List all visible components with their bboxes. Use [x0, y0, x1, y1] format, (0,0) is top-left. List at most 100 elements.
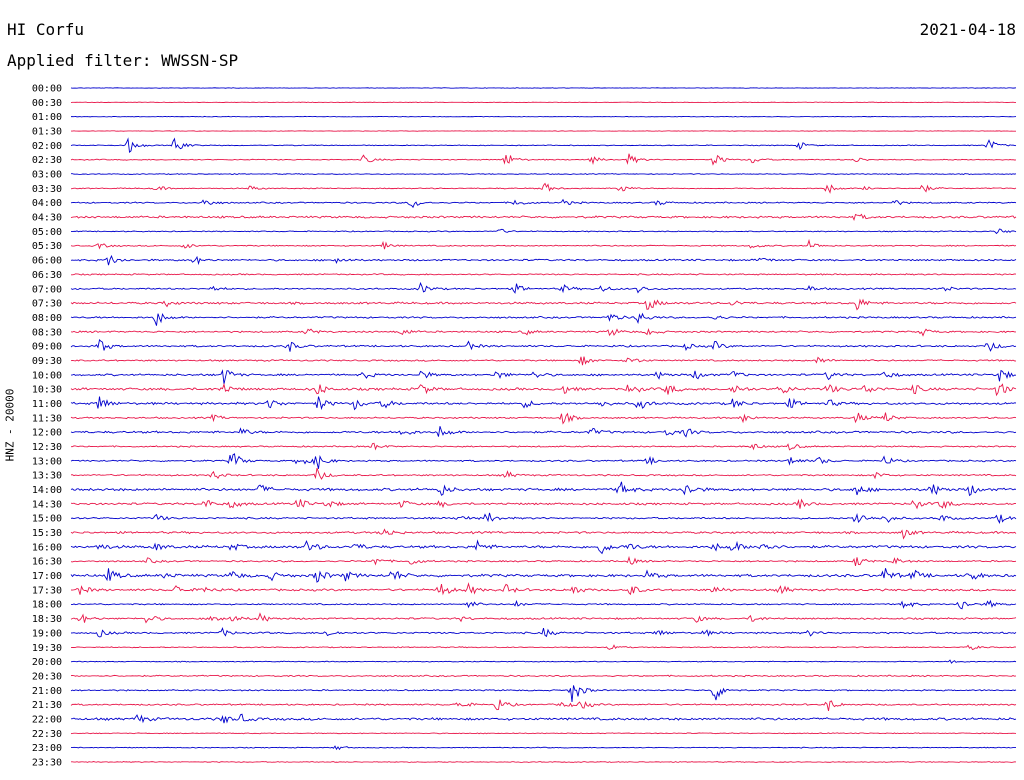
- row-time-label: 23:30: [32, 757, 62, 768]
- trace-line: [70, 644, 1017, 651]
- trace-line: [70, 228, 1017, 235]
- trace-line: [70, 612, 1017, 624]
- trace-line: [70, 412, 1017, 425]
- row-time-label: 13:30: [32, 471, 62, 482]
- trace-line: [70, 153, 1017, 166]
- trace-line: [70, 281, 1017, 294]
- row-time-label: 00:30: [32, 98, 62, 109]
- row-time-label: 23:00: [32, 743, 62, 754]
- row-time-label: 01:00: [32, 112, 62, 123]
- trace-line: [70, 699, 1017, 711]
- trace-line: [71, 745, 1017, 751]
- trace-line: [70, 659, 1017, 664]
- trace-line: [70, 539, 1017, 555]
- row-time-label: 08:00: [32, 313, 62, 324]
- row-time-label: 21:00: [32, 686, 62, 697]
- trace-line: [70, 761, 1017, 763]
- row-time-label: 18:30: [32, 614, 62, 625]
- trace-line: [70, 273, 1017, 276]
- row-time-label: 18:00: [32, 600, 62, 611]
- trace-line: [70, 555, 1017, 567]
- trace-line: [70, 327, 1016, 337]
- trace-line: [70, 173, 1017, 176]
- row-time-label: 10:30: [32, 385, 62, 396]
- trace-line: [70, 426, 1017, 438]
- trace-line: [70, 396, 1017, 411]
- station-title: HI Corfu: [7, 20, 85, 39]
- trace-line: [70, 453, 1017, 469]
- filter-label: Applied filter: WWSSN-SP: [7, 51, 239, 70]
- row-time-label: 19:30: [32, 643, 62, 654]
- row-time-label: 07:30: [32, 299, 62, 310]
- trace-line: [70, 115, 1017, 118]
- row-time-label: 08:30: [32, 327, 62, 338]
- row-time-label: 22:30: [32, 729, 62, 740]
- trace-line: [70, 582, 1017, 596]
- trace-line: [70, 312, 1017, 326]
- row-time-label: 17:00: [32, 571, 62, 582]
- row-time-label: 22:00: [32, 714, 62, 725]
- row-time-label: 12:30: [32, 442, 62, 453]
- row-time-label: 04:00: [32, 198, 62, 209]
- trace-line: [70, 498, 1017, 510]
- trace-line: [70, 481, 1017, 497]
- trace-line: [70, 528, 1017, 540]
- row-time-label: 11:00: [32, 399, 62, 410]
- trace-line: [70, 137, 1017, 153]
- trace-line: [70, 254, 1017, 266]
- trace-line: [70, 382, 1017, 397]
- row-time-label: 13:00: [32, 456, 62, 467]
- row-time-label: 03:00: [32, 170, 62, 181]
- row-time-label: 05:00: [32, 227, 62, 238]
- row-time-label: 04:30: [32, 213, 62, 224]
- row-time-label: 07:00: [32, 284, 62, 295]
- row-time-label: 21:30: [32, 700, 62, 711]
- trace-line: [70, 130, 1017, 132]
- row-time-label: 02:30: [32, 155, 62, 166]
- row-time-label: 12:00: [32, 428, 62, 439]
- row-time-label: 19:00: [32, 628, 62, 639]
- trace-line: [70, 685, 1017, 703]
- row-time-label: 09:30: [32, 356, 62, 367]
- row-time-label: 16:30: [32, 557, 62, 568]
- trace-line: [70, 213, 1017, 222]
- trace-line: [70, 338, 1017, 352]
- row-time-label: 10:00: [32, 370, 62, 381]
- row-time-label: 06:30: [32, 270, 62, 281]
- row-time-label: 14:00: [32, 485, 62, 496]
- row-time-label: 20:30: [32, 671, 62, 682]
- trace-line: [70, 627, 1017, 638]
- row-time-label: 17:30: [32, 585, 62, 596]
- row-time-label: 09:00: [32, 342, 62, 353]
- trace-line: [70, 238, 1017, 250]
- row-time-label: 03:30: [32, 184, 62, 195]
- trace-line: [70, 568, 1017, 583]
- trace-line: [70, 512, 1017, 525]
- trace-line: [70, 198, 1017, 209]
- trace-group: [70, 87, 1017, 763]
- date-label: 2021-04-18: [919, 20, 1016, 39]
- trace-line: [70, 467, 1017, 480]
- trace-line: [70, 356, 1017, 366]
- trace-line: [70, 369, 1017, 385]
- trace-line: [70, 713, 1017, 724]
- trace-line: [70, 442, 1017, 451]
- row-time-label: 06:00: [32, 256, 62, 267]
- row-time-label: 11:30: [32, 413, 62, 424]
- row-time-label: 15:00: [32, 514, 62, 525]
- row-time-label: 01:30: [32, 127, 62, 138]
- row-time-label: 20:00: [32, 657, 62, 668]
- trace-line: [70, 674, 1017, 678]
- trace-line: [70, 87, 1017, 89]
- trace-line: [70, 101, 1016, 104]
- row-time-label: 15:30: [32, 528, 62, 539]
- trace-line: [70, 298, 1017, 311]
- row-time-label: 14:30: [32, 499, 62, 510]
- trace-line: [70, 182, 1017, 194]
- row-time-label: 00:00: [32, 84, 62, 95]
- row-label-group: 00:00 00:30 01:00 01:30 02:00 02:30 03:00 03:30…: [32, 84, 62, 769]
- trace-line: [70, 599, 1017, 610]
- row-time-label: 05:30: [32, 241, 62, 252]
- trace-line: [70, 732, 1017, 735]
